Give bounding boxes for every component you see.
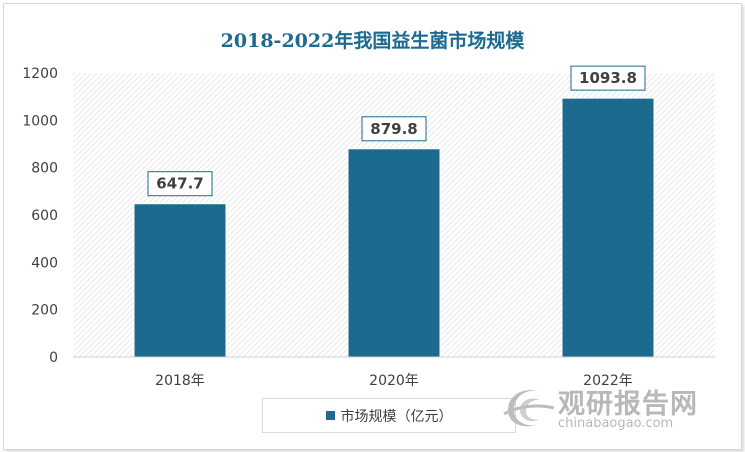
- y-tick-label: 600: [31, 208, 58, 224]
- data-label: 647.7: [156, 175, 203, 193]
- x-tick-label: 2020年: [369, 373, 419, 389]
- bar: [133, 203, 227, 358]
- chart-title: 2018-2022年我国益生菌市场规模: [220, 30, 525, 52]
- y-tick-label: 200: [31, 303, 58, 319]
- data-label-box: [570, 65, 646, 91]
- watermark-brand-cn: 观研报告网: [558, 389, 698, 420]
- y-tick-label: 1200: [22, 66, 58, 82]
- bar: [347, 148, 441, 358]
- y-tick-label: 0: [49, 350, 58, 366]
- data-label-box: [361, 116, 427, 142]
- y-tick-label: 400: [31, 255, 58, 271]
- y-tick-label: 800: [31, 161, 58, 177]
- data-label-box: [147, 171, 213, 197]
- watermark: 观研报告网 chinabaogao.com: [500, 380, 740, 440]
- watermark-brand-en: chinabaogao.com: [558, 416, 674, 431]
- y-tick-label: 1000: [22, 113, 58, 129]
- x-tick-label: 2022年: [583, 373, 633, 389]
- bar: [561, 97, 655, 358]
- data-label: 1093.8: [579, 69, 637, 87]
- legend-label: 市场规模（亿元）: [340, 408, 453, 425]
- globe-logo-icon: [503, 390, 555, 427]
- legend-swatch: [325, 411, 335, 420]
- legend: 市场规模（亿元）: [262, 398, 516, 433]
- data-label: 879.8: [370, 120, 417, 138]
- x-tick-label: 2018年: [155, 373, 205, 389]
